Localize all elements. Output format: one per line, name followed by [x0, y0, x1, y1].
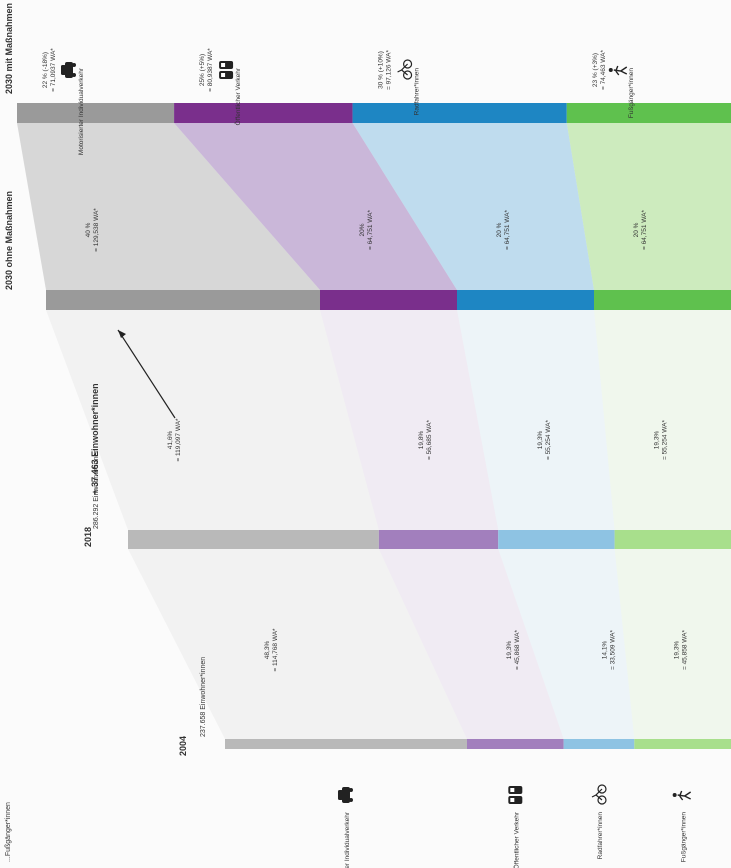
flow-oev-1: [320, 310, 499, 530]
legend-2030-label-rad: Radfahrer*innen: [414, 68, 421, 116]
car-icon: [337, 787, 353, 803]
stage-title-2004: 2004: [178, 736, 188, 756]
bar-oev-3: [174, 103, 353, 123]
label-wa-miv-1: = 119,097 WA*: [175, 418, 182, 462]
bar-fuss-1: [614, 530, 731, 549]
bar-miv-2: [46, 290, 320, 310]
label-pct-rad-0: 14,1%: [602, 641, 609, 660]
label-wa-oev-1: = 56,685 WA*: [426, 420, 433, 461]
train-icon: [219, 61, 234, 79]
label-wa-oev-2: = 64,751 WA*: [367, 210, 374, 251]
stage-title-2030-ohne: 2030 ohne Maßnahmen: [4, 191, 14, 290]
flow-fuss-1: [594, 310, 731, 530]
flow-miv-2: [17, 123, 320, 290]
label-pct-rad-1: 19,3%: [537, 431, 544, 450]
header-fragment: ...Fußgänger*innen: [5, 802, 12, 862]
growth-label: + 37.463 Einwohner*innen: [90, 383, 100, 494]
stage-title-2018: 2018: [83, 527, 93, 547]
flow-fuss-2: [566, 123, 731, 290]
bar-fuss-3: [566, 103, 731, 123]
legend-2004-label-oev: Öffentlicher Verkehr: [512, 811, 520, 868]
stage-subtitle-2018: 286.292 Einwohner*innen: [93, 449, 100, 529]
pedestrian-icon: [672, 790, 692, 801]
growth-arrow-head: [118, 330, 126, 338]
label-pct-oev-3: 25% (+5%): [199, 54, 206, 86]
label-wa-oev-3: = 80,9387 WA*: [207, 48, 214, 92]
label-wa-rad-2: = 64,751 WA*: [504, 210, 511, 251]
legend-2030-mit: Motorisierter Individualverkehr Öffentlic…: [61, 59, 635, 155]
label-pct-rad-3: 30 % (+10%): [378, 51, 385, 89]
bar-miv-1: [128, 530, 379, 549]
label-pct-oev-0: 19,3%: [506, 641, 513, 660]
flow-rad-1: [457, 310, 615, 530]
flow-bands: [17, 123, 731, 739]
bar-rad-3: [352, 103, 567, 123]
legend-2004-label-miv: Motorisierter Individualverkehr: [344, 811, 351, 868]
flow-miv-0: [128, 549, 467, 739]
label-pct-fuss-2: 20 %: [633, 222, 640, 237]
flow-rad-0: [498, 549, 635, 739]
label-wa-fuss-3: = 74,463 WA*: [600, 50, 607, 91]
bicycle-icon: [397, 59, 413, 80]
label-wa-rad-1: = 55,254 WA*: [545, 420, 552, 461]
label-pct-miv-0: 48,3%: [264, 641, 271, 660]
label-pct-fuss-3: 23 % (+3%): [592, 53, 599, 87]
stage-headers: 2004 237.658 Einwohner*innen 2018 286.29…: [4, 3, 207, 756]
bar-fuss-2: [594, 290, 731, 310]
flow-miv-1: [46, 310, 379, 530]
bar-oev-1: [378, 530, 499, 549]
growth-arrow: [117, 329, 176, 419]
bar-rad-0: [563, 739, 635, 749]
stage-title-2030-mit: 2030 mit Maßnahmen: [4, 3, 14, 94]
car-icon: [61, 62, 76, 78]
label-pct-fuss-0: 19,3%: [673, 641, 680, 660]
flow-fuss-0: [614, 549, 731, 739]
label-pct-rad-2: 20 %: [496, 222, 503, 237]
stage-subtitle-2004: 237.658 Einwohner*innen: [200, 657, 207, 737]
bar-rad-1: [498, 530, 615, 549]
label-wa-miv-3: = 71,0937 WA*: [50, 48, 57, 92]
legend-2030-label-miv: Motorisierter Individualverkehr: [78, 67, 85, 155]
legend-2004-label-rad: Radfahrer*innen: [597, 812, 604, 860]
label-wa-miv-0: = 114,768 WA*: [272, 628, 279, 672]
label-wa-rad-3: = 97,126 WA*: [386, 50, 393, 91]
bar-miv-3: [17, 103, 175, 123]
legend-2030-label-fuss: Fußgänger*innen: [628, 68, 635, 119]
population-growth-annotation: + 37.463 Einwohner*innen: [90, 329, 176, 495]
flow-rad-2: [352, 123, 594, 290]
bar-oev-2: [320, 290, 457, 310]
bar-oev-0: [466, 739, 564, 749]
label-pct-oev-2: 20%: [359, 223, 366, 236]
label-wa-fuss-1: = 55,254 WA*: [662, 420, 669, 461]
label-wa-rad-0: = 33,509 WA*: [610, 630, 617, 671]
label-wa-miv-2: = 129,538 WA*: [93, 208, 100, 252]
legend-2004-label-fuss: Fußgänger*innen: [681, 812, 688, 863]
label-wa-oev-0: = 45,868 WA*: [514, 630, 521, 671]
label-wa-fuss-2: = 64,751 WA*: [641, 210, 648, 251]
segment-labels: 48,3% = 114,768 WA* 19,3% = 45,868 WA* 14,1%…: [42, 48, 688, 672]
label-pct-miv-2: 40 %: [85, 222, 92, 237]
bar-rad-2: [457, 290, 594, 310]
flow-oev-0: [378, 549, 564, 739]
legend-2030-label-oev: Öffentlicher Verkehr: [234, 67, 242, 125]
label-pct-miv-3: 22 % (-18%): [42, 52, 49, 88]
flow-oev-2: [174, 123, 457, 290]
label-pct-miv-1: 41,6%: [167, 431, 174, 450]
legend-2004: Motorisierter Individualverkehr Öffentlic…: [337, 784, 692, 868]
label-wa-fuss-0: = 45,858 WA*: [681, 630, 688, 671]
bar-fuss-0: [634, 739, 731, 749]
label-pct-oev-1: 19,8%: [418, 431, 425, 450]
train-icon: [508, 786, 523, 804]
label-pct-fuss-1: 19,3%: [654, 431, 661, 450]
bicycle-icon: [591, 784, 607, 805]
pedestrian-icon: [608, 65, 628, 76]
stage-bars: [17, 103, 731, 749]
bar-miv-0: [225, 739, 467, 749]
